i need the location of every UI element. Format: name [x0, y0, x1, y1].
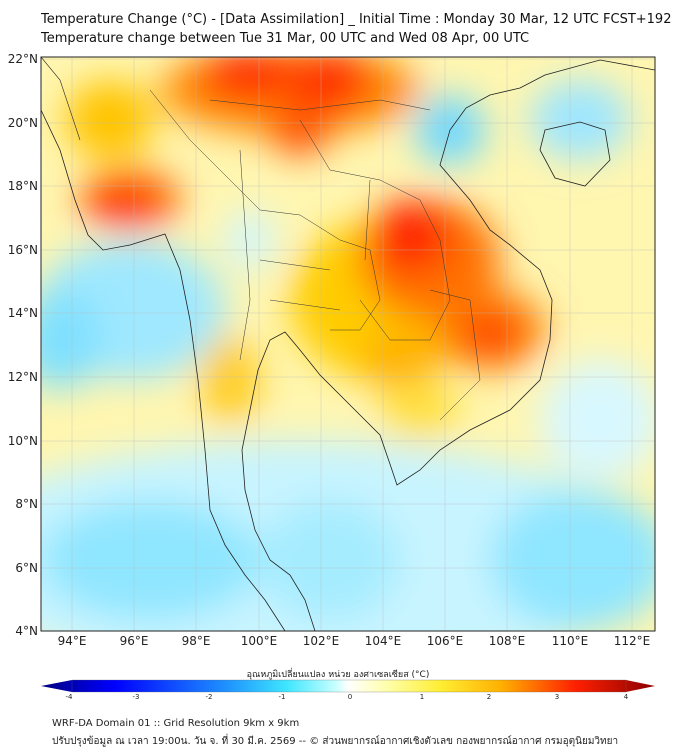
colorbar-tick: -1 [278, 693, 286, 701]
colorbar-tick: 0 [347, 693, 353, 701]
lat-label: 16°N [7, 243, 38, 257]
lat-label: 8°N [15, 497, 38, 511]
colorbar-label: อุณหภูมิเปลี่ยนแปลง หน่วย องศาเซลเซียส (… [246, 670, 430, 680]
colorbar-tick: 3 [554, 693, 560, 701]
lat-label: 6°N [15, 561, 38, 575]
lon-label: 100°E [240, 634, 278, 648]
footer-model-info: WRF-DA Domain 01 :: Grid Resolution 9km … [52, 718, 300, 729]
colorbar [41, 679, 655, 693]
colorbar-tick: 4 [623, 693, 629, 701]
lon-label: 106°E [426, 634, 464, 648]
lon-label: 108°E [488, 634, 526, 648]
lat-label: 10°N [7, 434, 38, 448]
temperature-field [41, 57, 655, 631]
lon-label: 98°E [181, 634, 211, 648]
lon-label: 112°E [613, 634, 651, 648]
lat-label: 20°N [7, 116, 38, 130]
lon-label: 102°E [302, 634, 340, 648]
colorbar-tick: 1 [419, 693, 425, 701]
lat-label: 4°N [15, 624, 38, 638]
footer-credit: ปรับปรุงข้อมูล ณ เวลา 19:00น. วัน จ. ที่… [52, 736, 619, 747]
lon-label: 104°E [364, 634, 402, 648]
colorbar-tick: -3 [132, 693, 140, 701]
lon-label: 94°E [57, 634, 87, 648]
lon-label: 96°E [119, 634, 149, 648]
lat-label: 14°N [7, 306, 38, 320]
figure-title: Temperature Change (°C) - [Data Assimila… [41, 12, 672, 27]
map-frame [40, 56, 656, 632]
gridlines [41, 57, 655, 631]
lat-label: 12°N [7, 370, 38, 384]
lat-label: 18°N [7, 179, 38, 193]
coastlines [41, 57, 655, 631]
figure-subtitle: Temperature change between Tue 31 Mar, 0… [41, 31, 530, 46]
lon-label: 110°E [551, 634, 589, 648]
admin-borders [149, 89, 481, 421]
lat-label: 22°N [7, 52, 38, 66]
colorbar-tick: -4 [65, 693, 73, 701]
colorbar-tick: -2 [205, 693, 213, 701]
colorbar-tick: 2 [486, 693, 492, 701]
